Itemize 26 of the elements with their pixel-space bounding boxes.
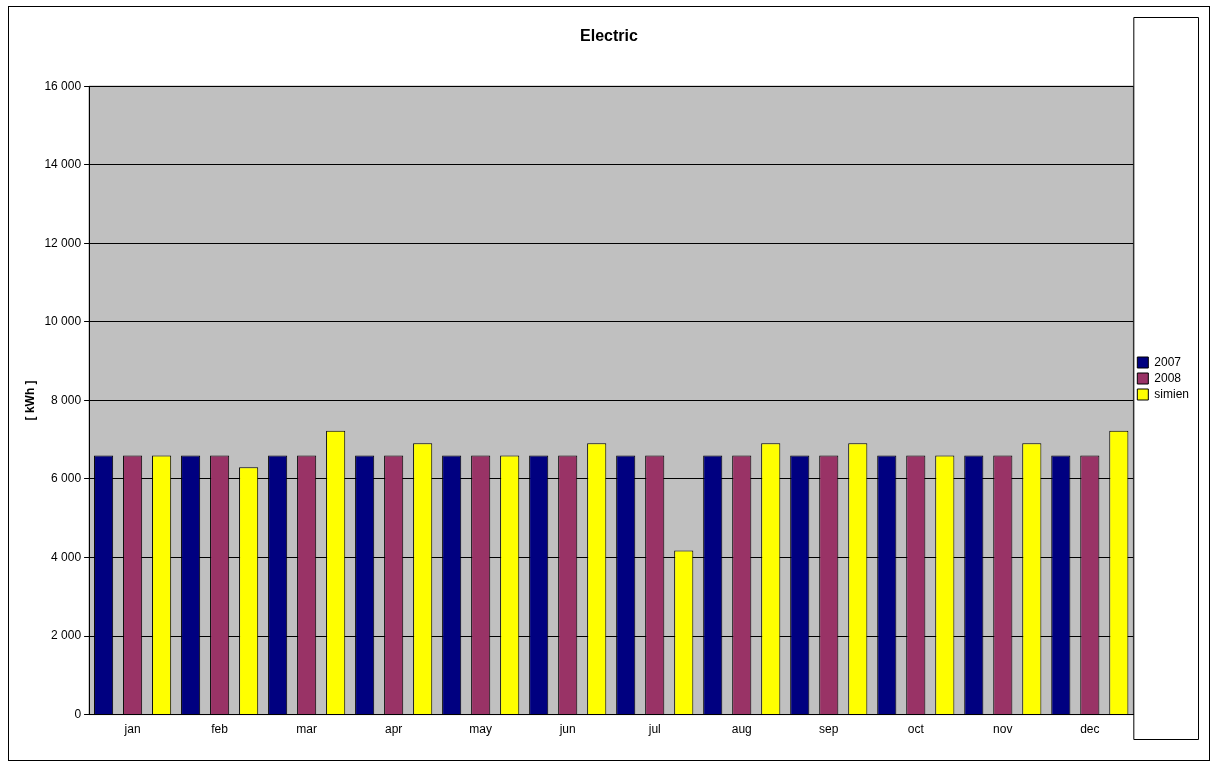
y-tick-label: 12 000 xyxy=(44,235,82,250)
x-tick-label: oct xyxy=(907,722,925,737)
x-tick-label: jun xyxy=(558,722,576,737)
y-tick-label: 2 000 xyxy=(51,628,82,643)
x-tick-label: feb xyxy=(211,722,229,737)
y-tick-label: 0 xyxy=(74,706,82,721)
y-tick-label: 8 000 xyxy=(51,392,82,407)
x-tick-label: sep xyxy=(819,722,839,737)
x-tick-label: jul xyxy=(647,722,661,737)
x-tick-label: mar xyxy=(296,722,317,737)
y-tick-label: 6 000 xyxy=(51,471,82,486)
x-tick-label: jan xyxy=(123,722,141,737)
y-axis-title: [ kWh ] xyxy=(22,380,37,421)
legend-label: 2007 xyxy=(1154,354,1182,369)
y-tick-label: 16 000 xyxy=(44,78,82,93)
x-tick-label: aug xyxy=(731,722,752,737)
legend-label: simien xyxy=(1154,386,1190,401)
chart-title: Electric xyxy=(580,27,639,45)
legend-label: 2008 xyxy=(1154,370,1182,385)
x-tick-label: apr xyxy=(385,722,403,737)
x-tick-label: may xyxy=(469,722,493,737)
x-tick-label: nov xyxy=(993,722,1013,737)
x-tick-label: dec xyxy=(1080,722,1100,737)
y-tick-label: 10 000 xyxy=(44,314,82,329)
y-tick-label: 4 000 xyxy=(51,549,82,564)
y-tick-label: 14 000 xyxy=(44,157,82,172)
